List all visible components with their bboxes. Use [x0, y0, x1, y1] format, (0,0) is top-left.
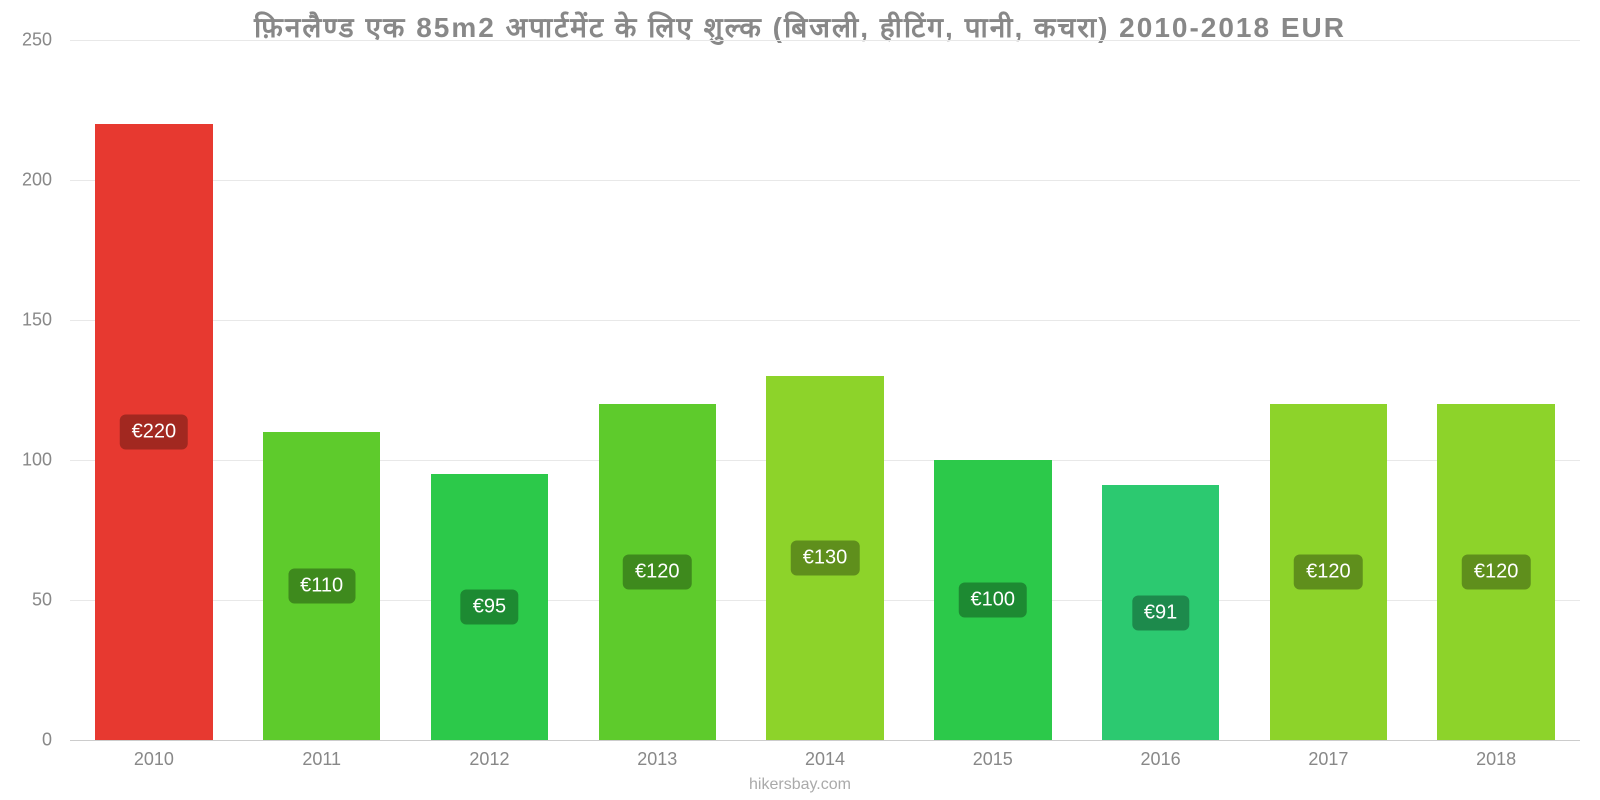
- bar-slot: €110 2011: [238, 40, 406, 740]
- plot-area: €220 2010 €110 2011 €95 2012 €120: [70, 40, 1580, 740]
- bar-2012: €95: [431, 474, 548, 740]
- bar-value-label: €130: [791, 541, 860, 576]
- bar-2010: €220: [95, 124, 212, 740]
- bar-2017: €120: [1270, 404, 1387, 740]
- x-tick-label: 2013: [573, 749, 741, 770]
- bar-value-label: €120: [1462, 555, 1531, 590]
- x-tick-label: 2014: [741, 749, 909, 770]
- watermark: hikersbay.com: [0, 776, 1600, 794]
- bar-slot: €100 2015: [909, 40, 1077, 740]
- x-tick-label: 2011: [238, 749, 406, 770]
- y-tick-label: 100: [22, 450, 52, 471]
- x-tick-label: 2017: [1244, 749, 1412, 770]
- y-tick-label: 50: [32, 590, 52, 611]
- y-tick-label: 200: [22, 170, 52, 191]
- bar-slot: €220 2010: [70, 40, 238, 740]
- x-tick-label: 2016: [1077, 749, 1245, 770]
- bar-value-label: €220: [120, 415, 189, 450]
- bar-2016: €91: [1102, 485, 1219, 740]
- x-tick-label: 2012: [406, 749, 574, 770]
- y-tick-label: 0: [42, 730, 52, 751]
- bar-slot: €130 2014: [741, 40, 909, 740]
- bars-area: €220 2010 €110 2011 €95 2012 €120: [70, 40, 1580, 740]
- y-tick-label: 250: [22, 30, 52, 51]
- baseline: [70, 740, 1580, 741]
- bar-value-label: €120: [1294, 555, 1363, 590]
- bar-value-label: €110: [288, 569, 355, 604]
- bar-value-label: €91: [1132, 595, 1189, 630]
- x-tick-label: 2010: [70, 749, 238, 770]
- bar-value-label: €120: [623, 555, 692, 590]
- bar-slot: €95 2012: [406, 40, 574, 740]
- y-tick-label: 150: [22, 310, 52, 331]
- bar-2013: €120: [599, 404, 716, 740]
- bar-2011: €110: [263, 432, 380, 740]
- x-tick-label: 2015: [909, 749, 1077, 770]
- bar-2015: €100: [934, 460, 1051, 740]
- chart-container: फ़िनलैण्ड एक 85m2 अपार्टमेंट के लिए शुल्…: [0, 0, 1600, 800]
- bar-slot: €120 2013: [573, 40, 741, 740]
- bar-value-label: €95: [461, 590, 518, 625]
- bar-slot: €120 2017: [1244, 40, 1412, 740]
- bar-2018: €120: [1437, 404, 1554, 740]
- x-tick-label: 2018: [1412, 749, 1580, 770]
- bar-value-label: €100: [959, 583, 1028, 618]
- bar-2014: €130: [766, 376, 883, 740]
- y-axis: 250 200 150 100 50 0: [0, 40, 60, 740]
- bar-slot: €120 2018: [1412, 40, 1580, 740]
- bar-slot: €91 2016: [1077, 40, 1245, 740]
